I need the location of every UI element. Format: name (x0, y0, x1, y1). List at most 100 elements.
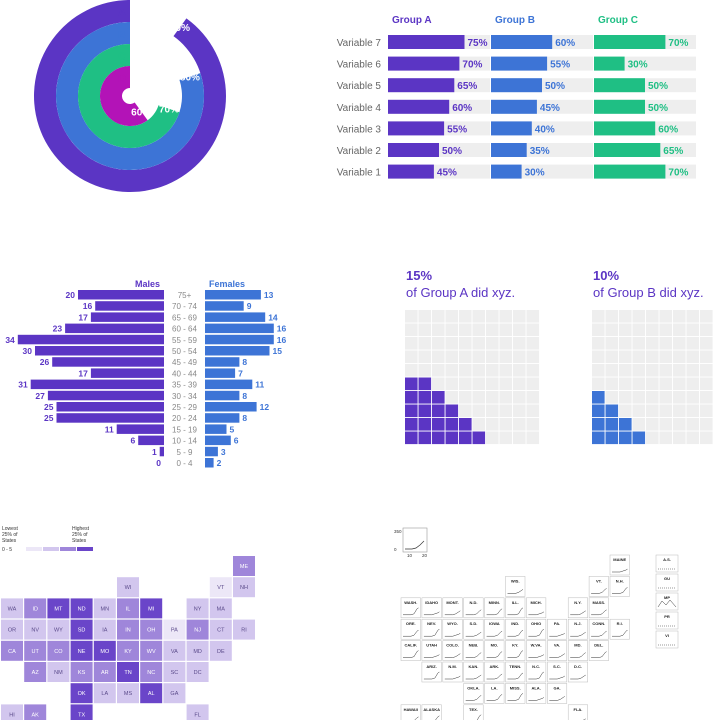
state-trend-line (444, 632, 461, 637)
female-value: 11 (255, 380, 264, 390)
state-trend-line (549, 632, 565, 637)
waffle-cell (526, 431, 540, 445)
female-bar (205, 402, 257, 412)
waffle-cell (499, 364, 513, 377)
legend-swatch (43, 547, 59, 551)
male-value: 17 (78, 312, 88, 322)
female-value: 14 (268, 312, 278, 322)
state-abbr: IN (125, 628, 131, 634)
waffle-cell (632, 418, 646, 431)
waffle-cell (700, 323, 713, 337)
waffle-cell-filled (418, 418, 432, 431)
bar (491, 99, 537, 114)
state-abbr: ID (32, 606, 38, 612)
state-small-multiple (400, 618, 421, 640)
waffle-cell (499, 310, 513, 323)
waffle-cell (700, 404, 713, 418)
state-abbr: CO (54, 649, 63, 655)
waffle-cell (418, 337, 432, 350)
waffle-cell (632, 364, 646, 377)
state-abbr: OK (78, 691, 86, 697)
waffle-cell (459, 377, 472, 391)
state-name: CONN. (592, 621, 605, 626)
state-tile (209, 577, 232, 598)
waffle-cell (486, 350, 499, 364)
state-name: FLA. (574, 707, 583, 712)
state-trend-line (423, 628, 440, 637)
state-abbr: PA (171, 628, 178, 634)
age-group-label: 20 - 24 (172, 414, 197, 423)
state-small-multiple (505, 618, 526, 640)
state-small-multiple (442, 618, 463, 640)
male-value: 11 (105, 424, 114, 434)
state-name: PA. (554, 621, 560, 626)
waffle-cell (445, 323, 459, 337)
bar-value-label: 75% (468, 38, 488, 49)
waffle-cell (513, 323, 526, 337)
female-value: 8 (242, 391, 247, 401)
state-name: WYO. (447, 621, 458, 626)
state-name: NEB. (469, 643, 479, 648)
male-bar (95, 301, 164, 311)
waffle-cell (405, 310, 418, 323)
key-x-end: 20 (422, 553, 428, 558)
key-y-max: 350 (394, 529, 402, 534)
state-abbr: MS (124, 691, 133, 697)
state-small-multiple (567, 704, 588, 720)
waffle-cell-filled (592, 418, 605, 431)
female-value: 15 (273, 346, 283, 356)
state-abbr: SD (78, 628, 86, 634)
waffle-cell (646, 404, 659, 418)
state-abbr: MT (54, 606, 63, 612)
state-name: DEL. (594, 643, 603, 648)
state-tile (117, 662, 139, 682)
state-trend-line (465, 652, 482, 658)
state-small-multiple (421, 597, 442, 619)
state-tile (70, 704, 93, 720)
row-label: Variable 7 (337, 38, 382, 49)
state-abbr: NY (194, 606, 202, 612)
row-label: Variable 5 (337, 81, 382, 92)
state-trend-line (582, 718, 586, 720)
state-abbr: DE (217, 649, 225, 655)
waffle-cell (632, 391, 646, 404)
bar-value-label: 55% (550, 60, 570, 71)
waffle-cell (700, 337, 713, 350)
waffle-cell (673, 337, 686, 350)
state-name: N.Y. (574, 600, 581, 605)
bar (594, 143, 661, 157)
state-name: MONT. (446, 600, 458, 605)
state-small-multiple (526, 661, 547, 683)
female-value: 8 (242, 413, 247, 423)
state-tile (93, 662, 116, 682)
waffle-cell (486, 404, 499, 418)
state-small-multiple (484, 683, 505, 704)
waffle-cell (418, 364, 432, 377)
state-name: MASS. (593, 600, 606, 605)
waffle-cell-filled (405, 391, 418, 404)
male-value: 25 (44, 402, 54, 412)
bar-value-label: 30% (525, 168, 545, 179)
state-abbr: NE (78, 649, 86, 655)
waffle-cell (526, 350, 540, 364)
waffle-cell (486, 310, 499, 323)
waffle-b-caption: of Group B did xyz. (593, 285, 704, 300)
waffle-cell (513, 377, 526, 391)
waffle-cell (472, 391, 486, 404)
state-name: MICH. (530, 600, 541, 605)
state-trend-line (403, 607, 419, 616)
state-trend-line (444, 653, 461, 658)
state-abbr: AL (148, 691, 155, 697)
state-tile (93, 683, 116, 704)
state-tile (140, 598, 163, 619)
age-group-label: 50 - 54 (172, 347, 197, 356)
waffle-cell (486, 391, 499, 404)
state-name: D.C. (574, 664, 582, 669)
waffle-cell (405, 364, 418, 377)
waffle-cell (686, 364, 700, 377)
waffle-cell (632, 404, 646, 418)
waffle-cell (513, 404, 526, 418)
state-trend-line (612, 587, 628, 594)
state-tile (93, 640, 116, 661)
female-value: 5 (230, 424, 235, 434)
